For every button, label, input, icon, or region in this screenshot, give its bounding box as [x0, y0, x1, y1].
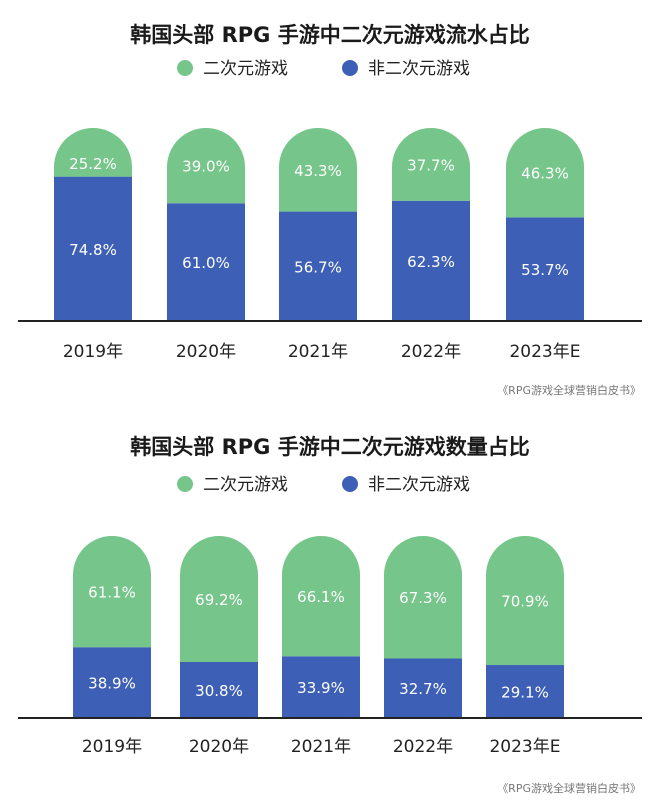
- count-tick-label-3: 2022年: [393, 737, 453, 757]
- count-bar-non-acg-4: [486, 665, 564, 718]
- revenue-bar-acg-2: [279, 128, 357, 212]
- legend-swatch-non-acg: [342, 476, 358, 492]
- revenue-bar-acg-3: [392, 128, 470, 201]
- count-tick-label-0: 2019年: [82, 737, 142, 757]
- count-bar-non-acg-0: [73, 647, 151, 718]
- revenue-bar-acg-0: [54, 128, 132, 177]
- count-bar-non-acg-2: [282, 656, 360, 718]
- revenue-bar-acg-1: [167, 128, 245, 204]
- legend-label-non-acg: 非二次元游戏: [368, 59, 470, 79]
- count-label-non-acg-2: 33.9%: [297, 679, 345, 697]
- count-tick-label-2: 2021年: [291, 737, 351, 757]
- revenue-label-acg-4: 46.3%: [521, 165, 569, 183]
- revenue-bar-non-acg-3: [392, 200, 470, 321]
- count-bar-acg-0: [73, 536, 151, 648]
- legend-swatch-acg: [177, 60, 193, 76]
- chart-title: 韩国头部 RPG 手游中二次元游戏流水占比: [130, 23, 529, 47]
- count-label-acg-3: 67.3%: [399, 589, 447, 607]
- revenue-tick-label-3: 2022年: [401, 342, 461, 362]
- revenue-label-acg-1: 39.0%: [182, 158, 230, 176]
- revenue-label-non-acg-4: 53.7%: [521, 261, 569, 279]
- revenue-tick-label-4: 2023年E: [509, 342, 580, 362]
- revenue-label-non-acg-2: 56.7%: [294, 258, 342, 276]
- count-bar-acg-3: [384, 536, 462, 659]
- revenue-share-chart-panel: 韩国头部 RPG 手游中二次元游戏流水占比二次元游戏 非二次元游戏 25.2% 74.…: [18, 23, 642, 397]
- count-bar-acg-4: [486, 536, 564, 666]
- revenue-label-non-acg-3: 62.3%: [407, 253, 455, 271]
- revenue-tick-label-1: 2020年: [176, 342, 236, 362]
- revenue-bar-non-acg-4: [506, 217, 584, 321]
- count-label-acg-1: 69.2%: [195, 591, 243, 609]
- revenue-tick-label-0: 2019年: [63, 342, 123, 362]
- count-label-non-acg-0: 38.9%: [88, 675, 136, 693]
- revenue-bar-non-acg-0: [54, 176, 132, 321]
- count-label-acg-0: 61.1%: [88, 584, 136, 602]
- legend-label-acg: 二次元游戏: [203, 475, 288, 495]
- count-tick-label-4: 2023年E: [489, 737, 560, 757]
- revenue-label-acg-2: 43.3%: [294, 162, 342, 180]
- revenue-label-acg-3: 37.7%: [407, 156, 455, 174]
- count-bar-acg-1: [180, 536, 258, 662]
- revenue-label-non-acg-0: 74.8%: [69, 241, 117, 259]
- count-share-chart-panel: 韩国头部 RPG 手游中二次元游戏数量占比二次元游戏 非二次元游戏 61.1% 38.…: [0, 402, 660, 803]
- chart-title: 韩国头部 RPG 手游中二次元游戏数量占比: [130, 435, 529, 459]
- legend-label-non-acg: 非二次元游戏: [368, 475, 470, 495]
- legend-swatch-non-acg: [342, 60, 358, 76]
- revenue-bar-acg-4: [506, 128, 584, 218]
- count-bar-non-acg-1: [180, 661, 258, 718]
- legend-label-acg: 二次元游戏: [203, 59, 288, 79]
- revenue-label-acg-0: 25.2%: [69, 155, 117, 173]
- count-label-acg-4: 70.9%: [501, 593, 549, 611]
- count-bar-acg-2: [282, 536, 360, 657]
- count-label-non-acg-4: 29.1%: [501, 684, 549, 702]
- source-note: 《RPG游戏全球营销白皮书》: [497, 781, 641, 795]
- count-tick-label-1: 2020年: [189, 737, 249, 757]
- legend-swatch-acg: [177, 476, 193, 492]
- revenue-bar-non-acg-1: [167, 203, 245, 321]
- count-bar-non-acg-3: [384, 658, 462, 718]
- source-note: 《RPG游戏全球营销白皮书》: [497, 383, 641, 397]
- count-label-non-acg-3: 32.7%: [399, 680, 447, 698]
- revenue-label-non-acg-1: 61.0%: [182, 254, 230, 272]
- revenue-bar-non-acg-2: [279, 211, 357, 321]
- count-label-non-acg-1: 30.8%: [195, 682, 243, 700]
- revenue-tick-label-2: 2021年: [288, 342, 348, 362]
- count-label-acg-2: 66.1%: [297, 588, 345, 606]
